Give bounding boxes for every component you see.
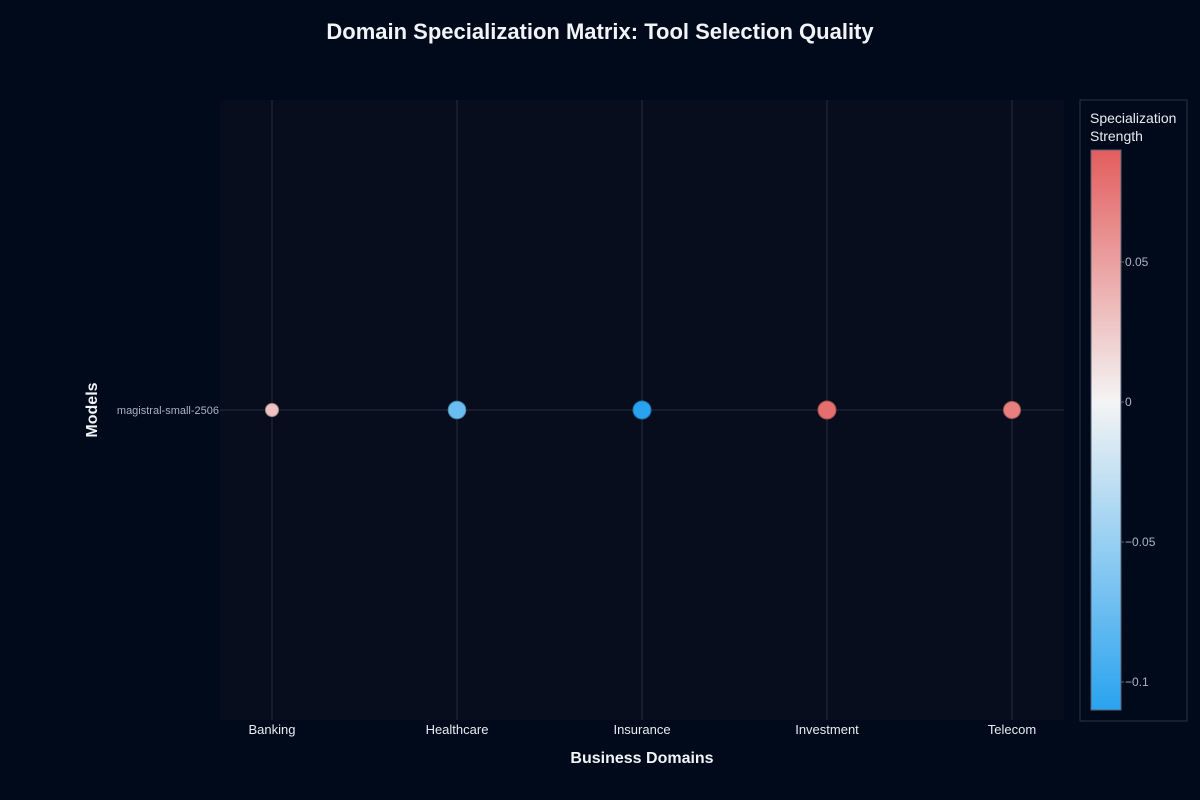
colorbar-tick-label: −0.1 [1125, 675, 1149, 689]
x-axis-title: Business Domains [570, 750, 713, 767]
x-tick-label: Insurance [613, 722, 670, 737]
data-points [265, 400, 1021, 420]
x-tick-label: Healthcare [426, 722, 489, 737]
x-tick-label: Banking [249, 722, 296, 737]
colorbar-tick-label: −0.05 [1125, 535, 1156, 549]
colorbar-title-line-2: Strength [1090, 128, 1143, 144]
chart-title: Domain Specialization Matrix: Tool Selec… [326, 19, 874, 44]
colorbar-ticks: 0.05 0 −0.05 −0.1 [1121, 255, 1156, 689]
data-point [817, 400, 837, 420]
colorbar-tick-label: 0.05 [1125, 255, 1149, 269]
data-point [632, 400, 652, 420]
colorbar-frame [1079, 99, 1188, 722]
colorbar-tick-label: 0 [1125, 395, 1132, 409]
colorbar-title-line-1: Specialization [1090, 110, 1176, 126]
data-point [265, 403, 279, 417]
data-point [1003, 401, 1021, 419]
x-tick-label: Investment [795, 722, 859, 737]
y-tick-label: magistral-small-2506 [117, 405, 219, 417]
y-axis-title: Models [84, 382, 101, 437]
x-tick-labels: Banking Healthcare Insurance Investment Tele… [249, 722, 1037, 737]
x-tick-label: Telecom [988, 722, 1036, 737]
y-tick-labels: magistral-small-2506 [117, 405, 219, 417]
data-point [447, 400, 467, 420]
colorbar-gradient [1090, 149, 1122, 711]
colorbar: Specialization Strength 0.05 0 −0.05 −0.1 [1079, 99, 1188, 722]
